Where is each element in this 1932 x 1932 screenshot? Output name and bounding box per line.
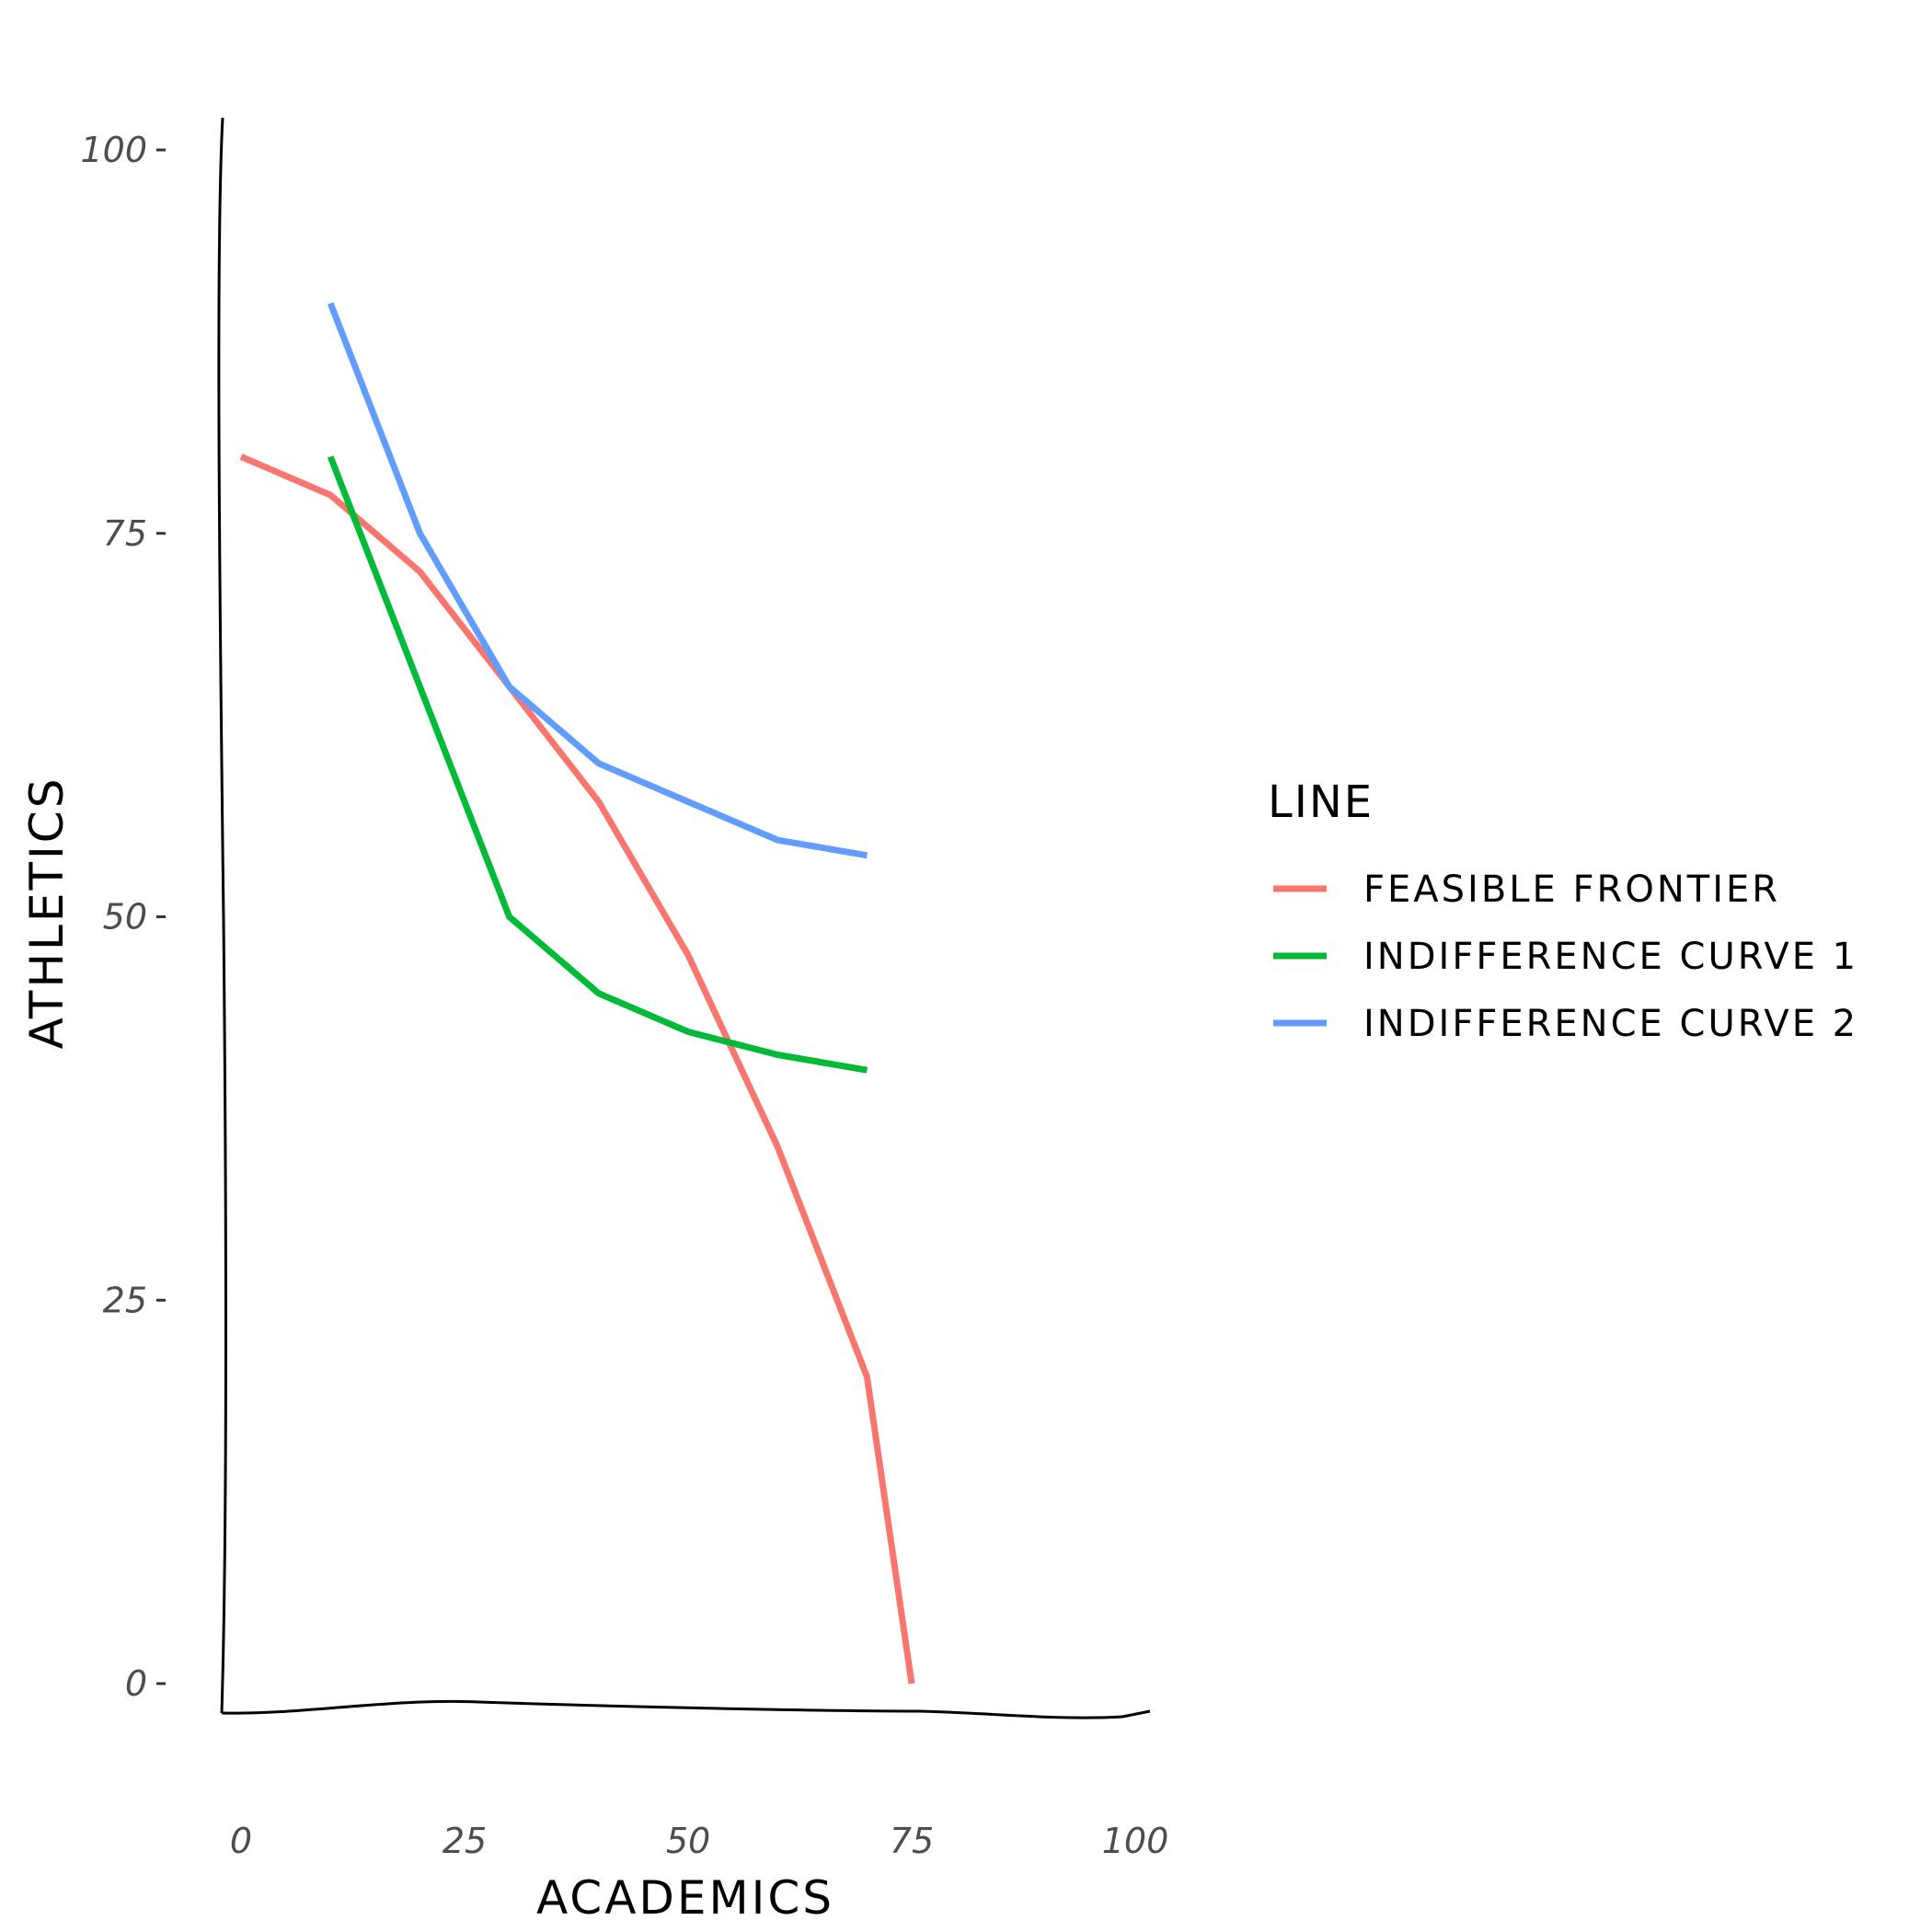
x-ticks: 0 25 50 75 100 xyxy=(230,1821,1168,1861)
x-axis-line xyxy=(221,1699,1151,1719)
legend-items: FEASIBLE FRONTIER INDIFFERENCE CURVE 1 IND… xyxy=(1273,868,1858,1045)
y-axis-title: ATHLETICS xyxy=(20,776,74,1050)
series-line-3 xyxy=(327,302,868,859)
x-tick-label: 0 xyxy=(230,1821,252,1861)
legend-title: LINE xyxy=(1268,776,1374,828)
x-axis-title: ACADEMICS xyxy=(536,1871,834,1925)
axes xyxy=(217,117,1151,1719)
y-tick-label: 50 xyxy=(103,897,147,937)
x-tick-label: 75 xyxy=(890,1821,934,1861)
y-tick-label: 25 xyxy=(103,1280,147,1320)
y-tick-label: 100 xyxy=(80,130,147,170)
legend-label-3: INDIFFERENCE CURVE 2 xyxy=(1363,1003,1858,1045)
x-tick-label: 25 xyxy=(443,1821,487,1861)
y-tick-label: 75 xyxy=(103,513,147,554)
legend: LINE FEASIBLE FRONTIER INDIFFERENCE CURVE… xyxy=(1268,776,1858,1045)
series-line-1 xyxy=(239,454,915,1685)
y-axis-line xyxy=(217,117,227,1714)
y-ticks: 0 25 50 75 100 xyxy=(80,130,166,1704)
series-line-2 xyxy=(327,455,868,1074)
x-tick-label: 100 xyxy=(1102,1821,1169,1861)
legend-label-1: FEASIBLE FRONTIER xyxy=(1363,868,1780,911)
y-tick-label: 0 xyxy=(125,1663,147,1704)
legend-label-2: INDIFFERENCE CURVE 1 xyxy=(1363,936,1858,978)
x-tick-label: 50 xyxy=(666,1821,710,1861)
series-lines xyxy=(239,302,915,1685)
